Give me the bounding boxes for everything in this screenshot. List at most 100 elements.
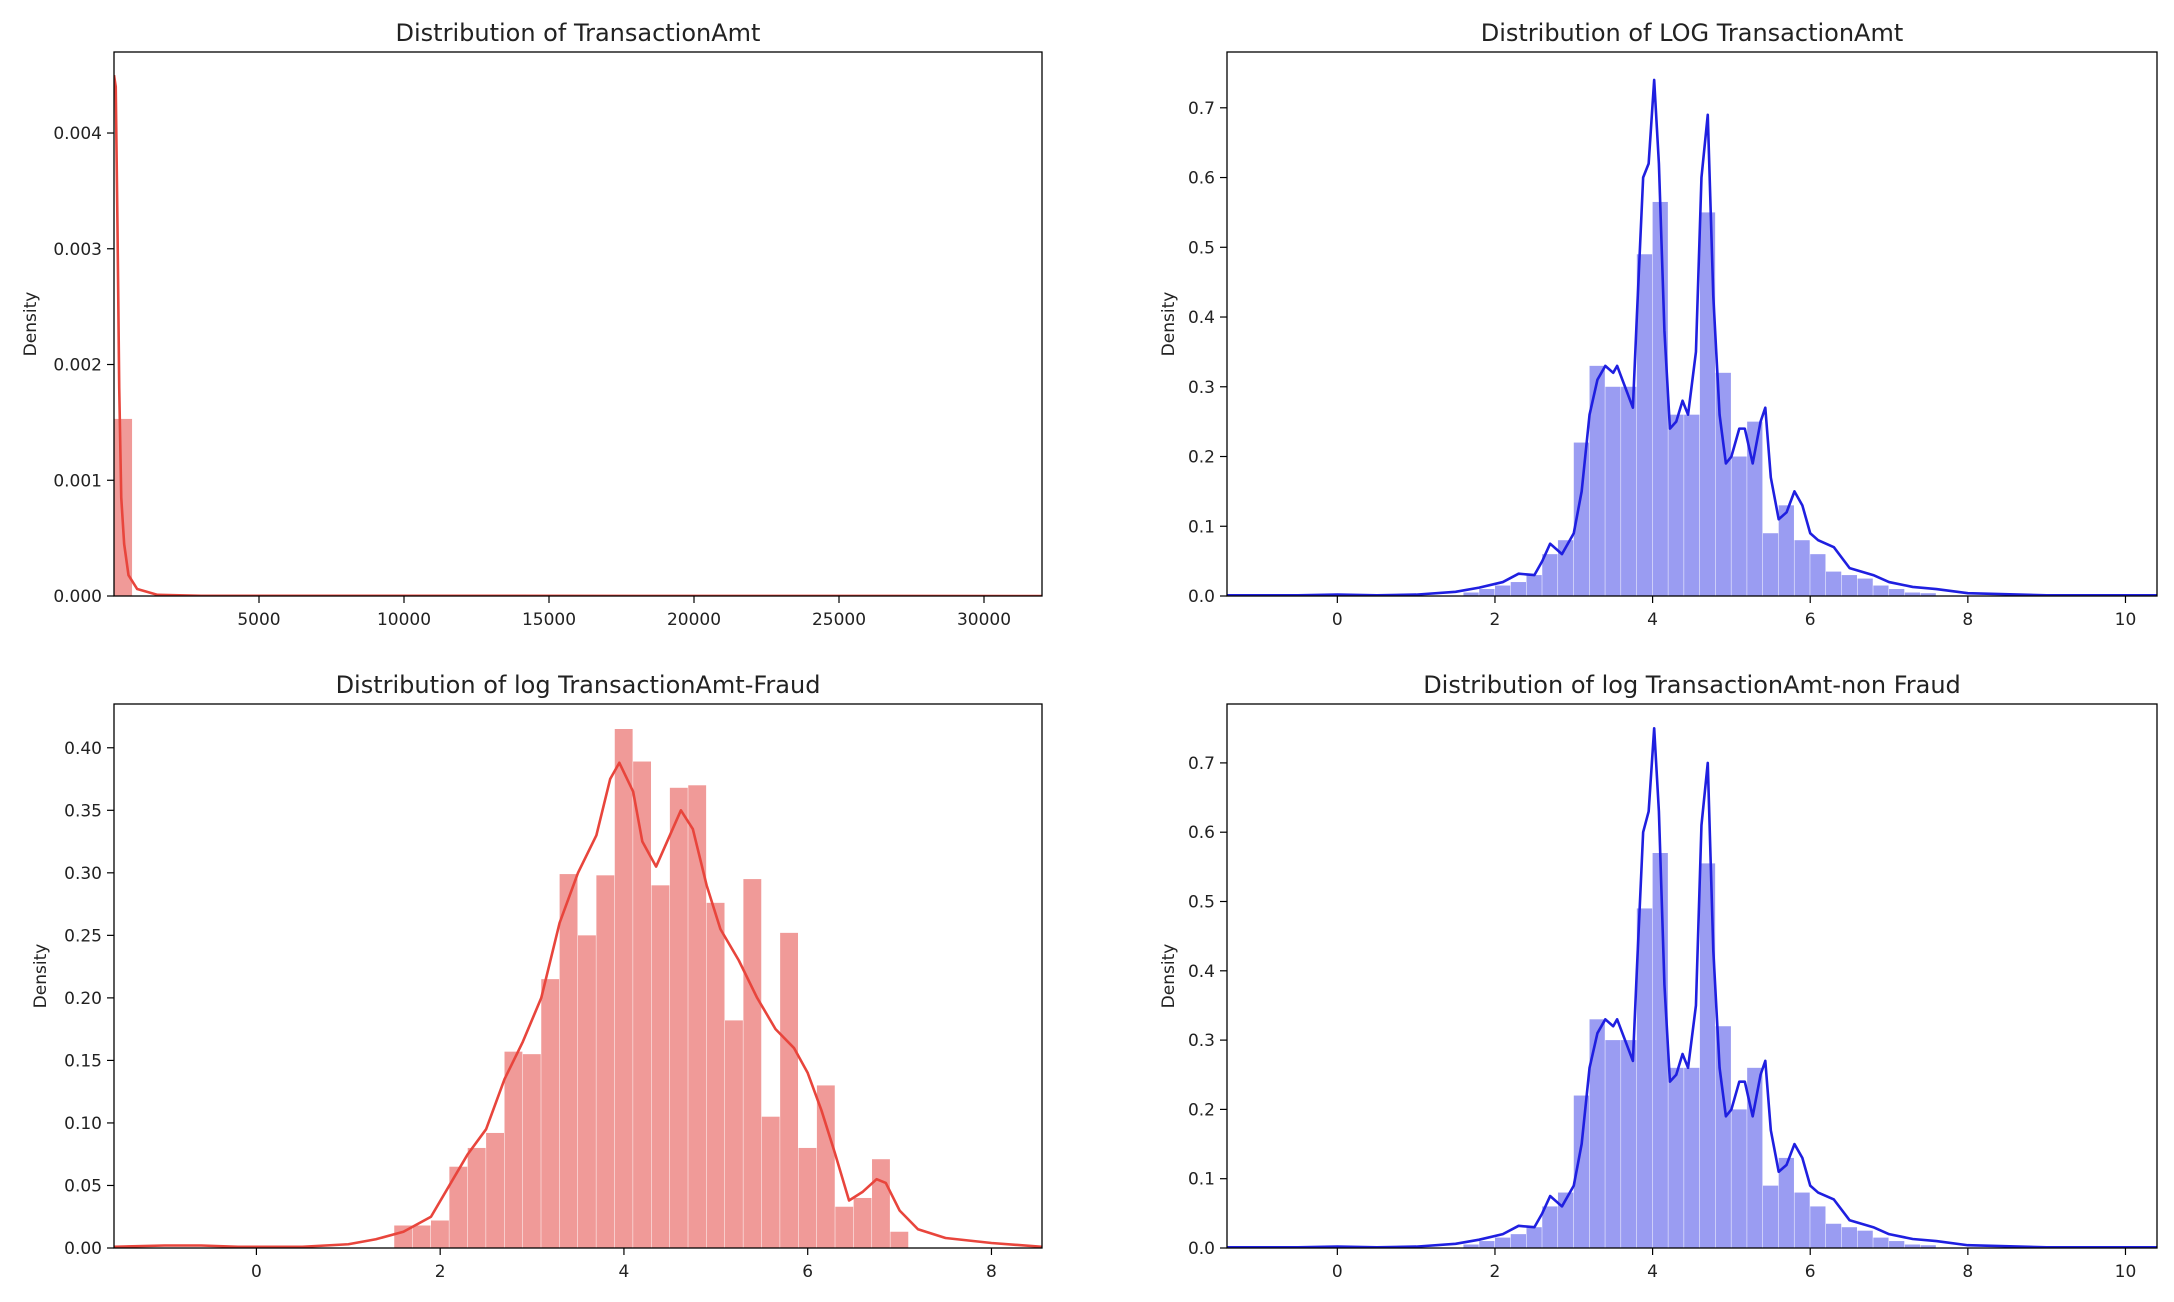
x-tick-label: 30000 [957, 610, 1011, 630]
histogram-bar [412, 1225, 431, 1248]
histogram-bar [1810, 1206, 1826, 1248]
histogram-bar [1778, 1157, 1794, 1248]
histogram-bar [853, 1197, 872, 1248]
histogram-bar [1778, 505, 1794, 596]
y-tick-label: 0.2 [1188, 448, 1215, 468]
y-axis-label: Density [31, 944, 51, 1009]
histogram-bar [706, 902, 725, 1248]
histogram-bar [394, 1225, 413, 1248]
subplot-log-transactionamt-fraud: 0 2 4 6 8 0.00 0.05 0.10 0.15 0.20 0.25 0.30 0.35 0.4… [31, 671, 1043, 1282]
histogram-bar [559, 874, 578, 1248]
histogram-bar [1699, 212, 1716, 596]
histogram-bar [669, 787, 688, 1248]
histogram-bar [1621, 1040, 1637, 1248]
histogram-bar [1652, 201, 1668, 596]
axes-frame [1226, 51, 2158, 597]
histogram-bar [1621, 386, 1637, 596]
histogram-bar [1494, 585, 1511, 596]
plot-area [114, 74, 1042, 596]
histogram-bar [1479, 589, 1495, 596]
x-tick-label: 5000 [237, 610, 280, 630]
histogram-bar [1841, 1227, 1858, 1248]
x-tick-label: 2 [435, 1262, 446, 1282]
histogram-bar [761, 1116, 780, 1248]
x-tick-label: 15000 [522, 610, 576, 630]
histogram-bar [1699, 863, 1716, 1248]
y-tick-label: 0.30 [64, 864, 102, 884]
histogram-bar [1479, 1241, 1495, 1248]
y-tick-label: 0.5 [1188, 238, 1215, 258]
histogram-bar [1920, 1245, 1936, 1248]
x-tick-label: 10 [2115, 1262, 2137, 1282]
x-tick-label: 8 [1962, 1262, 1973, 1282]
y-tick-label: 0.1 [1188, 1170, 1215, 1190]
x-tick-label: 4 [1647, 1262, 1658, 1282]
histogram-bar [1762, 533, 1779, 596]
histogram-bar [614, 729, 633, 1248]
histogram-bar [725, 1020, 743, 1248]
histogram-bar [1889, 1241, 1905, 1248]
histogram-bar [1825, 571, 1842, 596]
histogram-bar [1904, 592, 1921, 596]
histogram-bar [816, 1085, 835, 1248]
histogram-bar [578, 935, 596, 1248]
y-tick-label: 0.5 [1188, 893, 1215, 913]
subplot-log-transactionamt-non-fraud: 0 2 4 6 8 10 0.0 0.1 0.2 0.3 0.4 0.5 0.6 0.7 Distribut… [1159, 671, 2158, 1282]
chart-title: Distribution of LOG TransactionAmt [1481, 19, 1904, 47]
x-tick-label: 20000 [667, 610, 721, 630]
histogram-bar [1810, 554, 1826, 596]
histogram-bar [890, 1231, 909, 1248]
y-tick-label: 0.7 [1188, 754, 1215, 774]
x-tick-label: 0 [1332, 610, 1343, 630]
x-tick-label: 6 [802, 1262, 813, 1282]
histogram-bar [1510, 582, 1526, 596]
y-tick-label: 0.05 [64, 1176, 102, 1196]
histogram-bar [522, 1054, 541, 1248]
x-tick-label: 10000 [377, 610, 431, 630]
plot-area [114, 729, 1042, 1248]
y-tick-label: 0.6 [1188, 823, 1215, 843]
histogram-bar [1573, 1095, 1590, 1248]
histogram-bar [835, 1206, 854, 1248]
y-tick-label: 0.002 [53, 356, 102, 376]
histogram-bar [1510, 1234, 1526, 1248]
histogram-bar [1873, 1237, 1889, 1248]
y-tick-label: 0.004 [53, 124, 102, 144]
histogram-bar [1889, 589, 1905, 596]
histogram-bar [486, 1132, 504, 1248]
kde-line [114, 74, 1042, 596]
histogram-bar [633, 761, 652, 1248]
y-tick-label: 0.3 [1188, 378, 1215, 398]
subplot-log-transactionamt: 0 2 4 6 8 10 0.0 0.1 0.2 0.3 0.4 0.5 0.6 0.7 Distribut… [1159, 19, 2158, 630]
histogram-bar [1920, 593, 1936, 596]
histogram-bar [1873, 585, 1889, 596]
y-tick-label: 0.003 [53, 240, 102, 260]
x-tick-label: 8 [1962, 610, 1973, 630]
histogram-bar [541, 979, 560, 1248]
x-tick-label: 4 [1647, 610, 1658, 630]
histogram-bar [1526, 575, 1542, 596]
histogram-bar [1636, 254, 1653, 596]
y-tick-label: 0.4 [1188, 962, 1215, 982]
x-tick-label: 10 [2115, 610, 2137, 630]
y-tick-label: 0.15 [64, 1051, 102, 1071]
histogram-bar [449, 1166, 468, 1248]
histogram-bar [430, 1220, 449, 1248]
histogram-bar [743, 879, 762, 1248]
histogram-bar [872, 1159, 890, 1248]
chart-title: Distribution of log TransactionAmt-Fraud [336, 671, 821, 699]
axes-frame [1226, 703, 2158, 1249]
x-tick-label: 2 [1490, 1262, 1501, 1282]
y-tick-label: 0.7 [1188, 99, 1215, 119]
y-tick-label: 0.3 [1188, 1031, 1215, 1051]
histogram-bar [1605, 1040, 1621, 1248]
histogram-bar [1794, 540, 1810, 596]
plot-area [1227, 78, 2157, 596]
histogram-bar [1904, 1244, 1921, 1248]
histogram-bar [1857, 1230, 1873, 1248]
y-tick-label: 0.1 [1188, 517, 1215, 537]
chart-title: Distribution of log TransactionAmt-non F… [1423, 671, 1961, 699]
histogram-bar [1715, 1026, 1731, 1248]
histogram-bar [504, 1051, 523, 1248]
